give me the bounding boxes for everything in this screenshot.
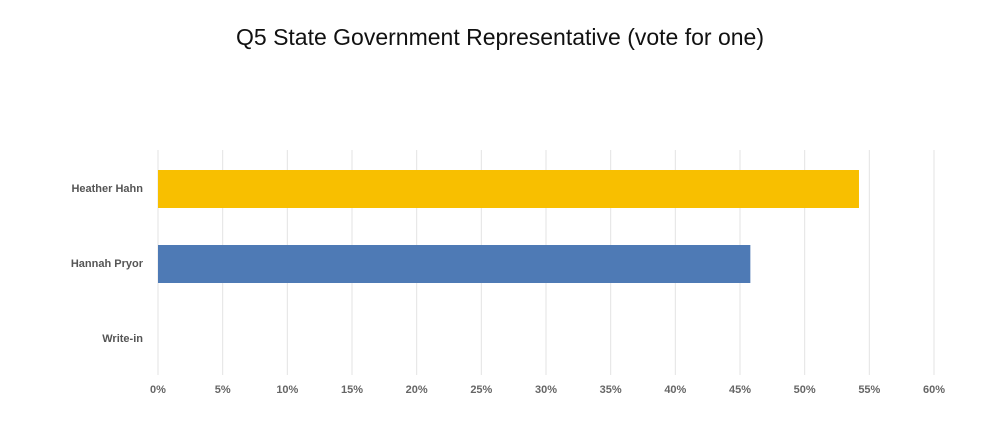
- bar: [158, 245, 751, 283]
- x-tick-label: 55%: [858, 384, 880, 396]
- y-tick-label: Heather Hahn: [71, 183, 143, 195]
- x-tick-label: 0%: [150, 384, 166, 396]
- x-tick-label: 15%: [341, 384, 363, 396]
- bar: [158, 170, 859, 208]
- x-tick-label: 10%: [276, 384, 298, 396]
- x-tick-label: 20%: [406, 384, 428, 396]
- x-tick-label: 40%: [664, 384, 686, 396]
- x-tick-label: 5%: [215, 384, 231, 396]
- y-tick-label: Write-in: [102, 333, 143, 345]
- x-tick-label: 60%: [923, 384, 945, 396]
- y-tick-label: Hannah Pryor: [71, 258, 144, 270]
- x-tick-label: 50%: [794, 384, 816, 396]
- x-tick-label: 30%: [535, 384, 557, 396]
- x-tick-label: 45%: [729, 384, 751, 396]
- x-tick-label: 35%: [600, 384, 622, 396]
- x-tick-label: 25%: [470, 384, 492, 396]
- chart-title: Q5 State Government Representative (vote…: [236, 24, 764, 50]
